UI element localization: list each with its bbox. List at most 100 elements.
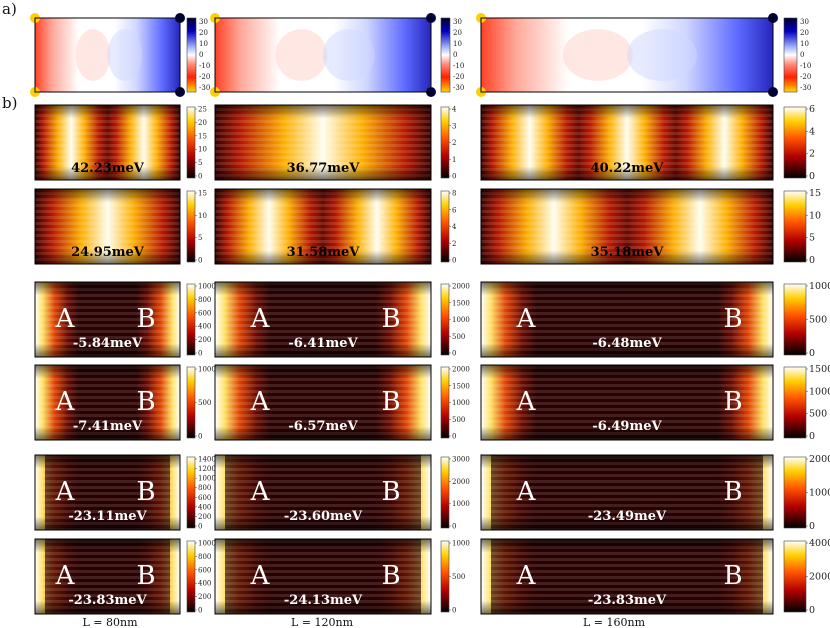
map-shading — [215, 455, 431, 530]
colorbar-tick-label: 3000 — [452, 456, 470, 464]
colorbar-tick-label: 500 — [452, 573, 465, 581]
colorbar-tick-label: 600 — [198, 309, 211, 317]
colorbar-tick-label: 0 — [198, 350, 202, 358]
map-frame — [214, 538, 432, 615]
map-shading — [481, 539, 773, 614]
colorbar — [186, 456, 196, 529]
colorbar-tick-label: 500 — [452, 416, 465, 424]
colorbar — [440, 17, 451, 93]
colorbar-tick-label: 15 — [198, 190, 207, 198]
colorbar-tick-label: -10 — [199, 62, 210, 70]
map-shading — [481, 189, 773, 264]
panel-b-maps: 42.23meV252015105036.77meV4321040.22meV6… — [34, 104, 830, 616]
heatmap-r1-c1: 31.58meV 8 6 4 2 0 — [214, 188, 457, 265]
colorbar-tick-label: 1 — [452, 156, 456, 164]
colorbar-tick-label: 10 — [198, 146, 207, 154]
map-frame — [34, 454, 181, 531]
colorbar-tick-label: 500 — [198, 399, 211, 407]
colorbar-tick-label: 0 — [809, 171, 815, 182]
colorbar — [440, 366, 450, 439]
colorbar-tick-label: 2 — [809, 149, 815, 160]
colorbar — [783, 540, 807, 613]
colorbar-tick-label: 2000 — [809, 572, 830, 583]
colorbar-tick-label: 20 — [453, 29, 462, 37]
energy-label: -23.11meV — [68, 509, 147, 524]
map-frame — [214, 17, 432, 93]
map-shading — [215, 189, 431, 264]
colorbar-tick-label: 30 — [199, 18, 208, 26]
map-frame — [214, 188, 432, 265]
panel-a-map-1: 30 20 10 0 -10 -20 -30 — [210, 13, 464, 97]
colorbar-tick-label: 30 — [453, 18, 462, 26]
colorbar-tick-label: 0 — [199, 51, 203, 59]
colorbar-tick-label: 20 — [800, 29, 809, 37]
map-frame — [480, 281, 774, 358]
panel-a-map-0: 30 20 10 0 -10 -20 -30 — [30, 13, 210, 97]
colorbar-tick-label: 4 — [452, 223, 457, 231]
energy-label: 35.18meV — [591, 245, 665, 260]
column-label-120nm: L = 120nm — [291, 616, 354, 628]
column-label-80nm: L = 80nm — [82, 616, 138, 628]
colorbar-tick-label: 400 — [198, 580, 211, 588]
energy-label: -23.83meV — [68, 593, 147, 608]
heatmap-r0-c1: 36.77meV 4 3 2 1 0 — [214, 104, 457, 181]
map-frame — [214, 364, 432, 441]
map-shading — [481, 282, 773, 357]
colorbar-tick-label: 0 — [198, 257, 202, 265]
colorbar-tick-label: 0 — [809, 605, 815, 616]
energy-label: -6.57meV — [288, 419, 358, 434]
map-frame — [480, 104, 774, 181]
colorbar-tick-label: 600 — [198, 494, 211, 502]
colorbar-tick-label: 0 — [452, 523, 456, 531]
heatmap-r1-c2: 35.18meV 15 10 5 0 — [480, 188, 821, 266]
energy-label: 40.22meV — [591, 161, 665, 176]
colorbar-tick-label: 1000 — [809, 488, 830, 499]
colorbar-tick-label: 1000 — [198, 366, 216, 374]
map-shading — [35, 365, 180, 440]
colorbar — [783, 283, 807, 356]
colorbar-tick-label: -30 — [800, 84, 811, 92]
map-frame — [214, 104, 432, 181]
colorbar-tick-label: 5 — [809, 233, 815, 244]
colorbar-tick-label: 1500 — [809, 364, 830, 375]
colorbar — [440, 540, 450, 613]
colorbar-tick-label: 1500 — [452, 299, 470, 307]
map-shading — [215, 539, 431, 614]
colorbar-tick-label: 3 — [452, 122, 456, 130]
colorbar-tick-label: 1500 — [452, 382, 470, 390]
colorbar — [440, 106, 450, 179]
colorbar-tick-label: 600 — [198, 566, 211, 574]
energy-label: 36.77meV — [287, 161, 361, 176]
colorbar-tick-label: 1000 — [198, 283, 216, 291]
colorbar-tick-label: 200 — [198, 513, 211, 521]
colorbar-tick-label: -30 — [199, 84, 210, 92]
colorbar-tick-label: 500 — [809, 409, 827, 420]
map-shading — [35, 105, 180, 180]
colorbar — [186, 17, 197, 93]
energy-label: -6.48meV — [592, 336, 662, 351]
colorbar-tick-label: -10 — [453, 62, 464, 70]
colorbar-tick-label: 1000 — [198, 475, 216, 483]
panel-a-map-2: 30 20 10 0 -10 -20 -30 — [476, 13, 811, 97]
colorbar-tick-label: 400 — [198, 323, 211, 331]
heatmap-r1-c0: 24.95meV 15 10 5 0 — [34, 188, 207, 265]
colorbar-tick-label: 0 — [198, 607, 202, 615]
colorbar-tick-label: 0 — [453, 51, 457, 59]
colorbar-tick-label: 10 — [453, 40, 462, 48]
panel-a-label: a) — [2, 0, 17, 18]
colorbar-tick-label: 2000 — [452, 366, 470, 374]
energy-label: 42.23meV — [71, 161, 145, 176]
map-shading — [481, 105, 773, 180]
map-frame — [480, 538, 774, 615]
map-frame — [34, 104, 181, 181]
colorbar-tick-label: 200 — [198, 593, 211, 601]
map-frame — [34, 364, 181, 441]
map-frame — [214, 454, 432, 531]
map-frame — [480, 364, 774, 441]
colorbar-tick-label: 800 — [198, 296, 211, 304]
colorbar-tick-label: 0 — [809, 255, 815, 266]
colorbar-tick-label: 2000 — [452, 478, 470, 486]
colorbar-tick-label: 1000 — [809, 281, 830, 292]
